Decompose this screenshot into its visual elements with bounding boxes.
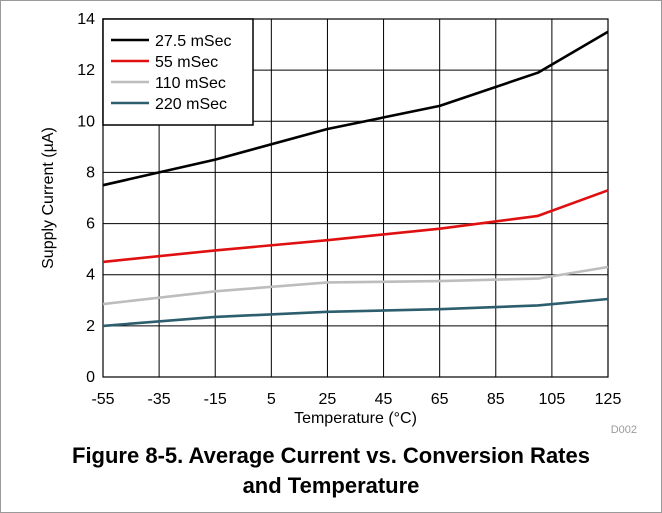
figure-id-label: D002 [611,424,637,436]
y-tick-label-3: 6 [86,216,95,233]
x-tick-label-3: 5 [267,391,276,408]
x-tick-label-2: -15 [204,391,227,408]
x-tick-label-0: -55 [91,391,114,408]
x-tick-label-9: 125 [595,391,622,408]
legend: 27.5 mSec 55 mSec 110 mSec 220 mSec [102,18,254,126]
y-tick-label-2: 4 [86,267,95,284]
series-line-1 [102,30,609,187]
x-tick-label-7: 85 [487,391,505,408]
x-tick-label-6: 65 [431,391,449,408]
x-tick-label-4: 25 [319,391,337,408]
x-axis-title: Temperature (°C) [294,410,417,427]
figure-caption: Figure 8-5. Average Current vs. Conversi… [1,441,661,501]
caption-line-2: and Temperature [242,473,420,498]
y-tick-label-7: 14 [77,11,95,28]
x-tick-label-5: 45 [375,391,393,408]
legend-label-1: 27.5 mSec [155,33,231,50]
series-lines [102,30,609,328]
y-tick-label-6: 12 [77,62,95,79]
grid [102,18,609,378]
chart: -55 -35 -15 5 25 45 65 85 105 125 0 2 4 6 8 10 12 14 27.5… [40,11,637,436]
legend-label-2: 55 mSec [155,54,218,71]
y-tick-label-1: 2 [86,318,95,335]
y-tick-label-5: 10 [77,113,95,130]
series-line-3 [102,265,609,306]
x-tick-label-1: -35 [148,391,171,408]
caption-line-1: Figure 8-5. Average Current vs. Conversi… [72,443,590,468]
y-tick-label-4: 8 [86,164,95,181]
legend-box [102,18,254,126]
x-tick-label-8: 105 [539,391,566,408]
legend-label-4: 220 mSec [155,96,227,113]
series-line-4 [102,297,609,328]
series-line-2 [102,189,609,264]
tick-labels: -55 -35 -15 5 25 45 65 85 105 125 0 2 4 6 8 10 12 14 [77,11,621,408]
legend-label-3: 110 mSec [155,75,226,92]
y-tick-label-0: 0 [86,369,95,386]
y-axis-title: Supply Current (µA) [40,127,57,269]
plot-border [102,18,609,378]
